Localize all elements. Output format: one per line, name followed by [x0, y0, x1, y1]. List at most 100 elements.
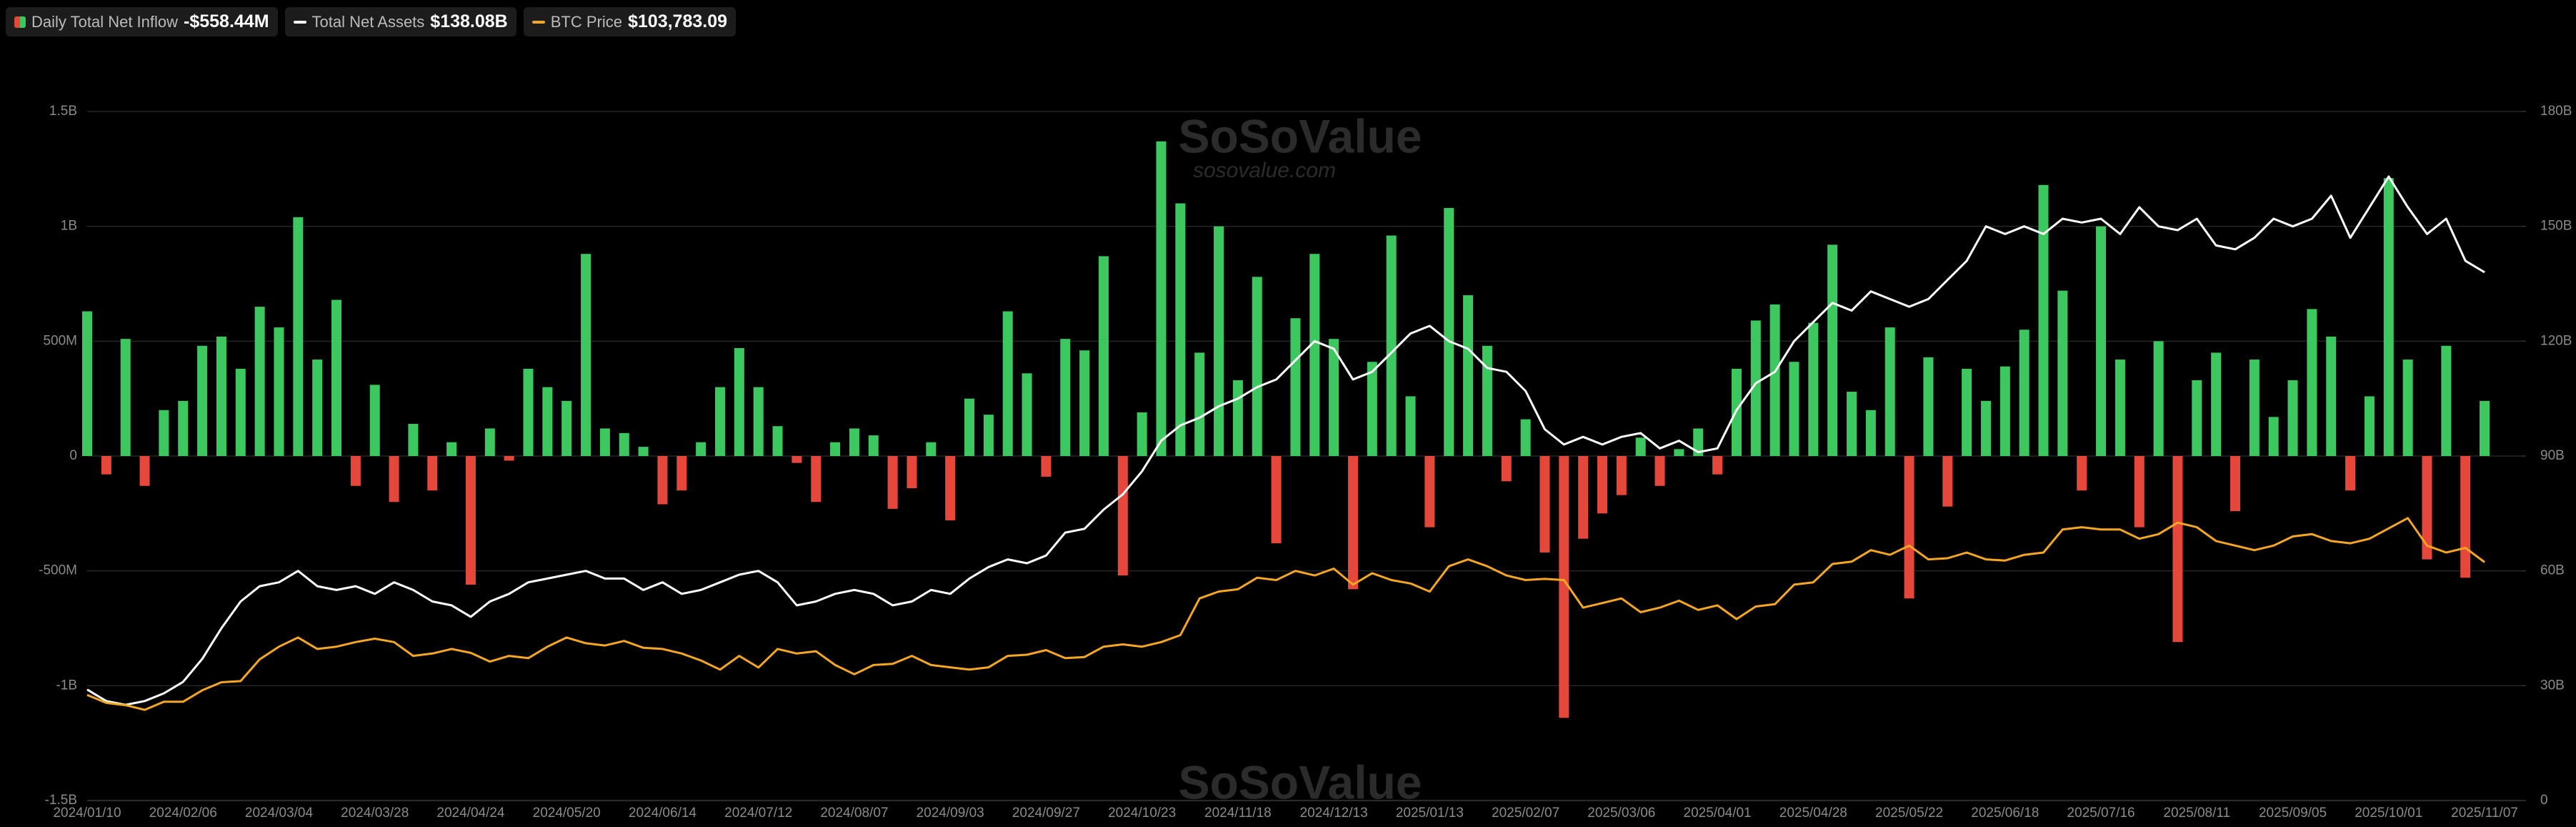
bar: [293, 217, 304, 456]
bar: [484, 428, 495, 456]
bar: [696, 442, 707, 456]
bar: [2326, 336, 2337, 456]
bar: [2153, 341, 2164, 456]
y-tick-label: 1.5B: [49, 104, 77, 119]
watermark: SoSoValue sosovalue.com SoSoValue: [1178, 109, 1422, 808]
x-tick-label: 2024/03/28: [341, 806, 409, 821]
bar: [2019, 330, 2030, 456]
x-tick-label: 2025/06/18: [1971, 806, 2039, 821]
bar: [120, 339, 131, 456]
bar: [1635, 437, 1646, 456]
legend-label: Daily Total Net Inflow: [31, 12, 179, 31]
bar: [1923, 357, 1934, 456]
bar: [734, 347, 744, 456]
bar: [2383, 178, 2394, 457]
bar: [1002, 311, 1013, 456]
bar: [849, 428, 859, 456]
legend-item[interactable]: BTC Price $103,783.09: [523, 7, 737, 36]
bar: [599, 428, 610, 456]
bar: [2211, 352, 2222, 456]
bar: [1674, 449, 1684, 456]
bar: [1578, 456, 1589, 539]
bar: [1367, 362, 1377, 456]
bar: [2307, 309, 2317, 456]
bar: [657, 456, 668, 505]
bar: [2441, 345, 2452, 456]
bar: [1137, 412, 1147, 456]
watermark-title: SoSoValue: [1178, 109, 1422, 162]
bar: [312, 360, 323, 456]
bars: [82, 141, 2490, 718]
bar: [1482, 345, 1492, 456]
line: [86, 517, 2485, 711]
bar: [1214, 226, 1224, 456]
bar: [1060, 339, 1071, 456]
bar: [1539, 456, 1550, 553]
bar: [1156, 141, 1167, 457]
legend-label: Total Net Assets: [311, 12, 425, 31]
bar: [427, 456, 438, 491]
bar: [1175, 203, 1186, 456]
bar: [561, 400, 572, 456]
y-tick-label: 500M: [43, 333, 77, 348]
bar: [1252, 277, 1262, 456]
y2-tick-label: 0: [2540, 793, 2548, 808]
bar: [1559, 456, 1569, 718]
bar: [811, 456, 822, 502]
bar: [638, 447, 649, 456]
bar: [254, 307, 265, 456]
bar: [1884, 327, 1895, 456]
bar: [1290, 318, 1301, 456]
y2-tick-label: 120B: [2540, 333, 2572, 348]
bar: [2402, 360, 2413, 456]
y2-tick-label: 90B: [2540, 448, 2565, 463]
bar: [2364, 396, 2375, 456]
bar: [1980, 400, 1991, 456]
bar: [389, 456, 399, 502]
legend-label: BTC Price: [550, 12, 622, 31]
bar: [1693, 428, 1704, 456]
x-tick-label: 2025/02/07: [1492, 806, 1559, 821]
bar: [159, 410, 169, 456]
y-tick-label: -1B: [56, 678, 77, 693]
bar: [1904, 456, 1914, 599]
bar: [2077, 456, 2087, 491]
bar: [2000, 366, 2010, 456]
x-tick-label: 2024/05/20: [533, 806, 601, 821]
bar: [2115, 360, 2125, 456]
bar: [907, 456, 917, 488]
bar: [2480, 400, 2490, 456]
bar: [1769, 304, 1780, 456]
bar: [1808, 322, 1819, 456]
bar: [216, 336, 226, 456]
bar: [1079, 350, 1090, 456]
legend-item[interactable]: Daily Total Net Inflow -$558.44M: [6, 7, 278, 36]
legend-value: $138.08B: [430, 11, 508, 31]
line: [86, 175, 2485, 706]
x-tick-label: 2024/09/03: [917, 806, 984, 821]
bar: [350, 456, 361, 486]
bar: [1309, 254, 1320, 456]
bar: [1712, 456, 1723, 475]
y2-tick-label: 180B: [2540, 104, 2572, 119]
bar: [235, 368, 246, 456]
x-tick-label: 2025/05/22: [1875, 806, 1943, 821]
bar: [2096, 226, 2107, 456]
x-tick-label: 2025/09/05: [2259, 806, 2327, 821]
bar: [82, 311, 92, 456]
x-tick-label: 2025/08/11: [2163, 806, 2230, 821]
bar: [465, 456, 476, 585]
bar: [1386, 235, 1397, 456]
y-tick-label: 1B: [61, 219, 77, 234]
bar: [1463, 295, 1474, 456]
bar: [1865, 410, 1876, 456]
bar: [1847, 392, 1857, 456]
bar: [1022, 373, 1032, 456]
bar: [274, 327, 284, 456]
x-tick-label: 2024/12/13: [1300, 806, 1368, 821]
legend-item[interactable]: Total Net Assets $138.08B: [284, 7, 516, 36]
bar: [1597, 456, 1607, 514]
bar: [2057, 290, 2068, 456]
bar: [1194, 352, 1205, 456]
